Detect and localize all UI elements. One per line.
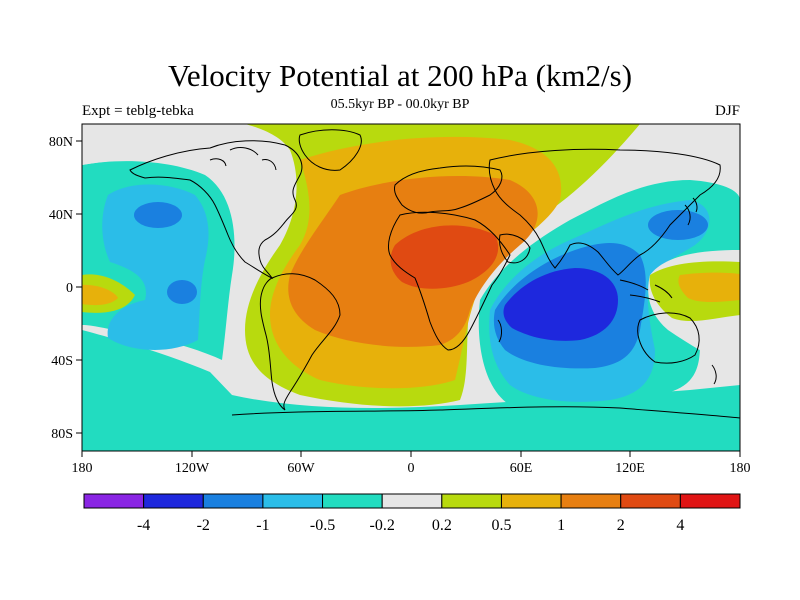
warm-pool-gold [678, 272, 740, 302]
nw-pacific-blue [648, 210, 708, 240]
colorbar: -4 -2 -1 -0.5 -0.2 0.2 0.5 1 2 4 [83, 493, 741, 534]
colorbar-label: 2 [617, 517, 625, 534]
arctic-east-neutral [580, 124, 740, 205]
x-tick-label: 120W [175, 461, 210, 476]
x-tick-label: 0 [408, 461, 415, 476]
x-tick-label: 60E [510, 461, 533, 476]
season-label: DJF [714, 103, 740, 119]
colorbar-swatch [143, 493, 204, 509]
pacific-blue-equator [167, 280, 197, 304]
colorbar-label: 0.5 [491, 517, 511, 534]
antarctica-outline [231, 406, 740, 419]
map-title: Velocity Potential at 200 hPa (km2/s) [167, 58, 633, 93]
colorbar-label: 0.2 [432, 517, 452, 534]
pacific-cyan-region [102, 184, 209, 350]
madagascar-outline [497, 319, 502, 343]
colorbar-swatch [202, 493, 264, 509]
coastlines [129, 129, 740, 419]
y-tick-label: 0 [66, 281, 73, 296]
colorbar-swatch [620, 493, 681, 509]
europe-outline [394, 165, 503, 214]
colorbar-label: -1 [256, 517, 269, 534]
y-tick-label: 80S [51, 427, 73, 442]
axis-ticks [76, 140, 741, 457]
x-tick-label: 60W [287, 461, 315, 476]
colorbar-swatch [441, 493, 502, 509]
arctic-islands-outline [209, 147, 277, 171]
colorbar-label: -0.5 [310, 517, 335, 534]
north-america-outline [129, 140, 303, 280]
contour-field [82, 124, 740, 451]
arctic-neutral [82, 124, 262, 182]
asia-outline [488, 148, 721, 276]
africa-outline [387, 211, 511, 351]
x-tick-label: 180 [72, 461, 93, 476]
greenland-outline [298, 129, 362, 171]
colorbar-swatch [322, 493, 383, 509]
colorbar-swatch [262, 493, 324, 509]
colorbar-swatch [560, 493, 622, 509]
colorbar-label: -2 [197, 517, 210, 534]
colorbar-label: -0.2 [370, 517, 395, 534]
y-tick-label: 40S [51, 354, 73, 369]
colorbar-swatch [679, 493, 741, 509]
indian-darkblue-core [503, 268, 618, 341]
west-pacific-lobe-core [82, 284, 118, 306]
southern-teal-band [82, 330, 740, 451]
colorbar-swatch [500, 493, 562, 509]
colorbar-swatch [83, 493, 145, 509]
colorbar-swatch [381, 493, 443, 509]
africa-redorange-region [390, 225, 499, 289]
colorbar-label: -4 [137, 517, 150, 534]
x-tick-label: 180 [730, 461, 751, 476]
arabia-outline [499, 233, 531, 264]
x-tick-label: 120E [615, 461, 645, 476]
colorbar-label: 1 [557, 517, 565, 534]
australia-outline [637, 312, 700, 364]
japan-outline [684, 197, 698, 226]
colorbar-label: 4 [676, 517, 684, 534]
south-america-outline [259, 273, 341, 411]
new-zealand-outline [711, 364, 717, 385]
experiment-label: Expt = teblg-tebka [82, 103, 194, 119]
y-tick-label: 80N [49, 135, 73, 150]
indonesia-outline [619, 279, 673, 303]
pacific-blue-north [134, 202, 182, 228]
map-subtitle: 05.5kyr BP - 00.0kyr BP [330, 97, 470, 112]
y-tick-label: 40N [49, 208, 73, 223]
